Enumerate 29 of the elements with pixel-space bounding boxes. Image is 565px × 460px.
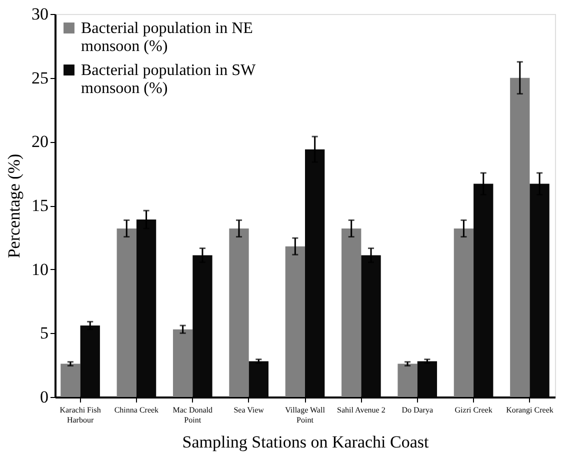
x-tick-label: Sahil Avenue 2: [337, 406, 386, 414]
y-tick-label: 0: [40, 388, 48, 406]
y-tick-label: 25: [32, 68, 48, 88]
bar: [454, 228, 474, 397]
x-tick-label: Do Darya: [402, 406, 434, 414]
x-tick-label: Sea View: [234, 406, 264, 414]
bar: [116, 228, 136, 397]
y-axis-title: Percentage (%): [4, 154, 24, 258]
legend-label: Bacterial population in NE monsoon (%): [81, 20, 253, 55]
x-tick-label: Korangi Creek: [506, 406, 554, 414]
legend-label: Bacterial population in SW monsoon (%): [81, 62, 257, 97]
y-tick-label: 10: [32, 260, 48, 279]
bar: [60, 364, 80, 397]
x-tick-label: Village Wall Point: [285, 406, 326, 424]
bar: [342, 228, 362, 397]
x-tick-label: Karachi Fish Harbour: [60, 406, 101, 424]
bar: [398, 364, 418, 397]
y-tick-label: 5: [40, 324, 48, 343]
x-tick-label: Gizri Creek: [454, 406, 492, 414]
bar: [172, 329, 193, 397]
bar: [510, 78, 530, 397]
bar: [229, 228, 249, 397]
x-axis-title: Sampling Stations on Karachi Coast: [182, 432, 430, 452]
y-tick-label: 15: [32, 196, 48, 215]
bar: [285, 246, 305, 397]
y-tick-label: 30: [32, 4, 48, 24]
y-tick-label: 20: [32, 132, 48, 152]
x-tick-label: Chinna Creek: [114, 406, 159, 414]
x-tick-label: Mac Donald Point: [172, 406, 213, 424]
